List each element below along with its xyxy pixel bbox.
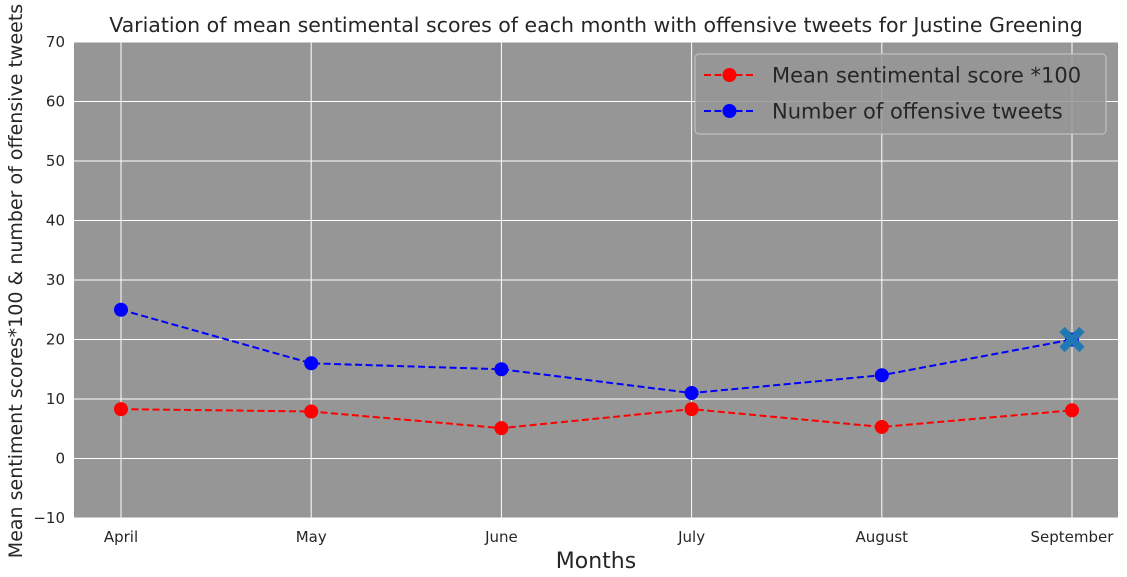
legend-marker-swatch	[722, 68, 737, 82]
x-tick-label: July	[677, 528, 705, 546]
data-point	[684, 386, 699, 401]
series-line	[120, 308, 1073, 395]
legend: Mean sentimental score *100 Number of off…	[694, 53, 1107, 135]
x-tick-label: August	[856, 528, 909, 546]
data-point	[1065, 403, 1079, 418]
chart-title: Variation of mean sentimental scores of …	[109, 13, 1083, 37]
x-tick-label: June	[484, 528, 518, 546]
data-point	[114, 302, 128, 317]
data-point	[304, 404, 319, 419]
y-tick-labels: −10 0 10 20 30 40 50 60 70	[33, 33, 65, 527]
x-tick-label: April	[104, 528, 138, 546]
legend-label: Number of offensive tweets	[772, 100, 1063, 124]
legend-label: Mean sentimental score *100	[772, 64, 1081, 88]
x-marker-stroke	[1059, 326, 1085, 353]
series-line	[120, 408, 1073, 430]
x-axis-title: Months	[556, 549, 636, 574]
y-tick-label: −10	[33, 509, 65, 527]
data-point	[494, 362, 509, 377]
legend-marker-swatch	[722, 104, 737, 118]
y-tick-label: 10	[46, 390, 65, 408]
data-point	[494, 421, 509, 436]
annotations	[1059, 326, 1085, 353]
y-tick-label: 40	[46, 212, 65, 230]
data-point	[874, 368, 889, 383]
y-tick-label: 50	[46, 152, 65, 170]
y-tick-label: 30	[46, 271, 65, 289]
x-tick-label: September	[1031, 528, 1115, 546]
x-tick-labels: April May June July August September	[104, 528, 1114, 546]
y-tick-label: 20	[46, 331, 65, 349]
y-tick-label: 70	[46, 33, 65, 51]
y-axis-title: Mean sentiment scores*100 & number of of…	[5, 4, 27, 558]
grid-lines	[74, 41, 1118, 519]
y-tick-label: 0	[55, 450, 65, 468]
data-point	[684, 402, 699, 417]
x-marker	[1059, 326, 1085, 353]
x-tick-label: May	[296, 528, 327, 546]
series-1	[114, 402, 1079, 436]
legend-entry: Number of offensive tweets	[704, 100, 1063, 124]
data-point	[114, 402, 128, 417]
legend-frame	[694, 53, 1107, 135]
legend-entry: Mean sentimental score *100	[704, 64, 1081, 88]
data-point	[874, 419, 889, 434]
y-tick-label: 60	[46, 93, 65, 111]
data-point	[304, 356, 319, 371]
